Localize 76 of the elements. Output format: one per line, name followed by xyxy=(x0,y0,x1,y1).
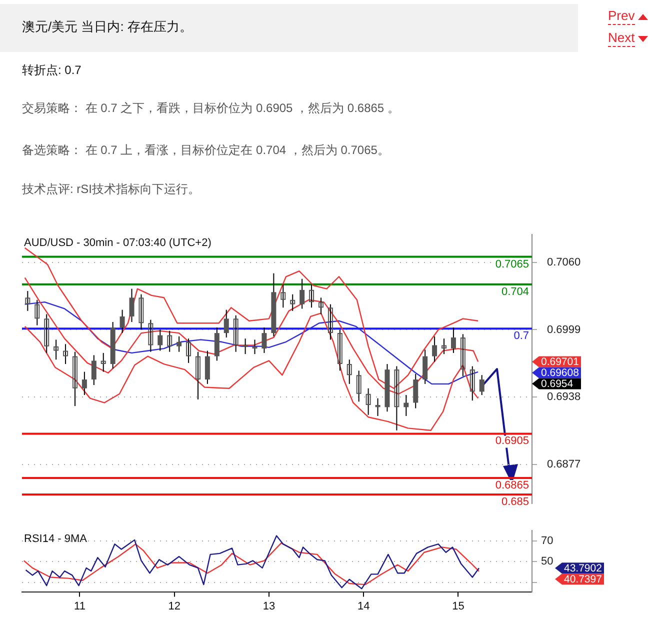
candlestick xyxy=(460,334,466,377)
candlestick xyxy=(158,329,163,352)
x-tick-label: 14 xyxy=(357,600,370,612)
candlestick xyxy=(63,344,68,365)
text: 备选策略： 在 0.7 上，看涨，目标价位定在 0.704 ，然后为 0.7065。 xyxy=(22,142,390,159)
candlestick xyxy=(262,327,267,354)
candlestick xyxy=(34,299,40,326)
text: 0.69701 xyxy=(541,356,580,368)
candlestick xyxy=(100,352,106,372)
candlestick xyxy=(413,373,418,409)
candlestick xyxy=(214,327,220,362)
candlestick xyxy=(129,288,134,322)
x-tick-label: 11 xyxy=(74,600,86,612)
ref-line-label: 0.7065 xyxy=(495,258,529,270)
candlestick xyxy=(442,338,447,355)
candlestick xyxy=(309,284,314,308)
y-tick-label: 0.7060 xyxy=(547,256,581,268)
candlestick xyxy=(300,278,305,310)
ref-line-label: 0.7 xyxy=(514,330,529,342)
candlestick xyxy=(366,388,371,416)
y-tick-label: 50 xyxy=(541,556,554,568)
candlestick xyxy=(318,297,324,315)
candlestick xyxy=(204,350,210,384)
candlestick xyxy=(479,374,484,396)
candlestick xyxy=(82,371,87,396)
candlestick xyxy=(450,327,456,354)
candlestick xyxy=(148,319,154,352)
candlestick xyxy=(176,336,182,352)
candlestick xyxy=(91,354,96,386)
candlestick xyxy=(280,284,286,308)
candlestick xyxy=(432,336,438,362)
ref-line-label: 0.704 xyxy=(501,286,529,298)
candlestick xyxy=(290,294,296,312)
candlestick xyxy=(470,366,475,402)
candlestick xyxy=(186,338,192,364)
chart-title: RSI14 - 9MA xyxy=(24,533,88,546)
candlestick xyxy=(404,394,409,417)
candlestick xyxy=(233,314,238,352)
candlestick xyxy=(394,366,400,431)
text: 43.7902 xyxy=(564,562,602,575)
candlestick xyxy=(346,359,352,384)
text: Prev xyxy=(608,8,635,25)
text: 转折点: 0.7 xyxy=(22,62,82,79)
candlestick xyxy=(54,339,59,360)
y-tick-label: 0.6938 xyxy=(547,391,581,404)
text: 40.7397 xyxy=(564,574,602,586)
text: 交易策略： 在 0.7 之下，看跌，目标价位为 0.6905 ，然后为 0.6865 。 xyxy=(22,100,400,117)
text: 技术点评: rSI技术指标向下运行。 xyxy=(22,181,200,198)
x-tick-label: 13 xyxy=(262,600,276,612)
ref-line-label: 0.6865 xyxy=(495,479,529,492)
candlestick xyxy=(328,304,333,340)
candlestick xyxy=(422,349,428,384)
y-tick-label: 0.6877 xyxy=(547,458,581,471)
candlestick xyxy=(224,309,229,338)
x-tick-label: 12 xyxy=(168,600,180,612)
text: 0.6954 xyxy=(541,378,574,390)
y-tick-label: 70 xyxy=(541,535,554,548)
y-tick-label: 0.6999 xyxy=(547,324,581,336)
candlestick xyxy=(195,351,200,400)
text: Next xyxy=(608,30,635,47)
candlestick xyxy=(44,314,50,354)
candlestick xyxy=(337,329,342,372)
chart-title: 澳元/美元 当日内: 存在压力。 xyxy=(22,18,192,36)
candlestick xyxy=(25,290,30,312)
text: 0.69608 xyxy=(541,367,580,380)
candlestick xyxy=(356,370,362,402)
ref-line-label: 0.6905 xyxy=(495,435,529,448)
candlestick xyxy=(375,398,380,417)
candlestick xyxy=(120,309,125,334)
candlestick xyxy=(252,339,258,355)
candlestick xyxy=(138,294,144,330)
candlestick xyxy=(167,330,172,352)
x-tick-label: 15 xyxy=(452,600,464,612)
candlestick xyxy=(72,351,78,407)
annotation: AUD/USD - 30min - 07:03:40 (UTC+2) xyxy=(24,237,212,250)
ref-line-label: 0.685 xyxy=(501,496,529,508)
